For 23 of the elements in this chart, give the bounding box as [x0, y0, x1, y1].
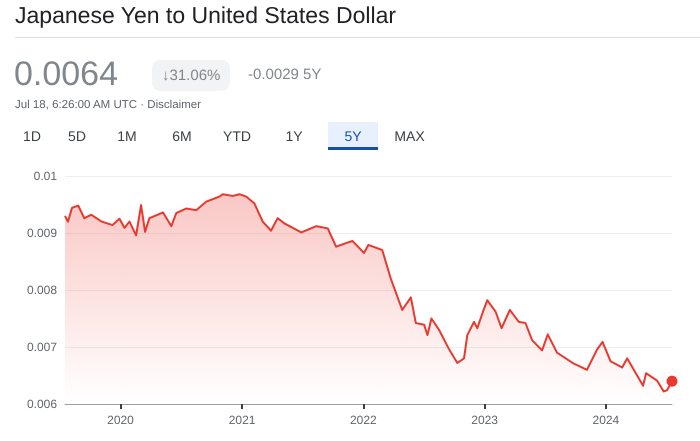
text: 5D [67, 127, 87, 146]
y-tick-label: 0.008 [26, 283, 58, 297]
x-tick-label: 2020 [107, 413, 134, 427]
text: -0.0029 5Y [248, 66, 322, 83]
x-tick-label: 2021 [228, 413, 256, 427]
y-tick-label: 0.01 [34, 169, 58, 183]
y-tick-label: 0.006 [26, 397, 58, 411]
text: 5Y [328, 122, 378, 150]
text: 0.0064 [14, 55, 118, 94]
text: 1D [22, 127, 42, 146]
y-tick-label: 0.007 [26, 340, 58, 354]
x-tick-label: 2022 [350, 413, 378, 427]
text: 6M [171, 127, 193, 146]
text: ↓31.06% [152, 60, 230, 91]
text: 1Y [284, 127, 304, 146]
text: YTD [222, 127, 252, 146]
y-tick-label: 0.009 [26, 226, 58, 240]
text: 1M [116, 127, 138, 146]
text: Jul 18, 6:26:00 AM UTC · Disclaimer [15, 99, 201, 111]
x-tick-label: 2023 [471, 413, 498, 427]
chart-title: Japanese Yen to United States Dollar [15, 2, 396, 29]
x-tick-label: 2024 [592, 413, 620, 427]
text: MAX [393, 127, 426, 146]
